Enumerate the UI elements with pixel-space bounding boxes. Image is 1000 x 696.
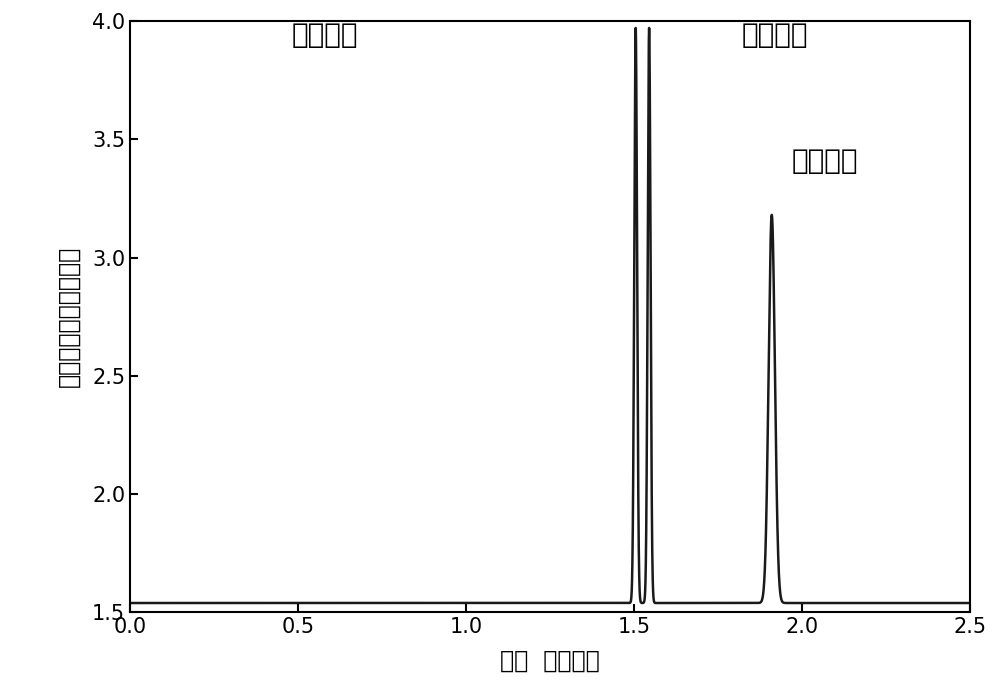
Text: 对氯甲苯: 对氯甲苯 <box>742 22 808 49</box>
Text: 邻氯甲苯: 邻氯甲苯 <box>792 147 858 175</box>
X-axis label: 时间  （分钟）: 时间 （分钟） <box>500 649 600 672</box>
Text: 间氯甲苯: 间氯甲苯 <box>292 22 358 49</box>
Y-axis label: 检测器相应值（毫伏）: 检测器相应值（毫伏） <box>57 246 81 387</box>
